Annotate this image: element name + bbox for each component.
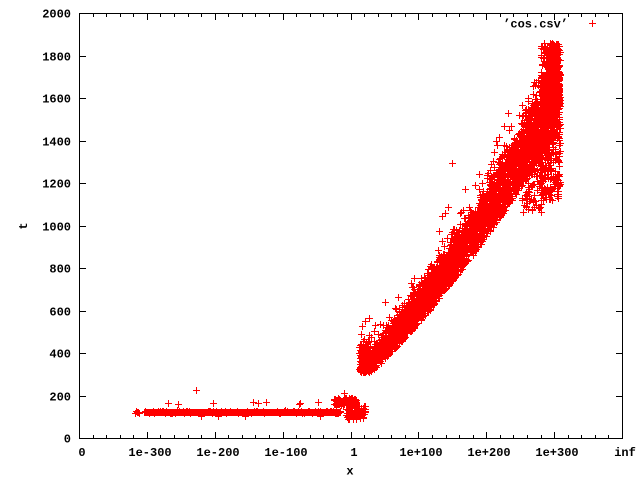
svg-text:1e-100: 1e-100 (264, 446, 307, 460)
svg-text:1000: 1000 (42, 221, 71, 235)
svg-text:x: x (346, 465, 353, 479)
svg-text:1e+200: 1e+200 (467, 446, 510, 460)
svg-text:1e+100: 1e+100 (399, 446, 442, 460)
svg-text:1: 1 (350, 446, 357, 460)
svg-text:1400: 1400 (42, 136, 71, 150)
svg-text:1600: 1600 (42, 93, 71, 107)
svg-text:1e-200: 1e-200 (196, 446, 239, 460)
svg-text:200: 200 (49, 391, 71, 405)
svg-text:2000: 2000 (42, 8, 71, 22)
svg-text:600: 600 (49, 306, 71, 320)
svg-text:1e+300: 1e+300 (535, 446, 578, 460)
svg-text:0: 0 (64, 433, 71, 447)
svg-text:1200: 1200 (42, 178, 71, 192)
svg-text:t: t (17, 222, 31, 229)
svg-text:800: 800 (49, 263, 71, 277)
svg-text:400: 400 (49, 348, 71, 362)
svg-text:0: 0 (78, 446, 85, 460)
svg-text:1e-300: 1e-300 (128, 446, 171, 460)
svg-text:inf: inf (614, 446, 636, 460)
svg-text:’cos.csv’: ’cos.csv’ (503, 18, 568, 32)
svg-text:1800: 1800 (42, 51, 71, 65)
